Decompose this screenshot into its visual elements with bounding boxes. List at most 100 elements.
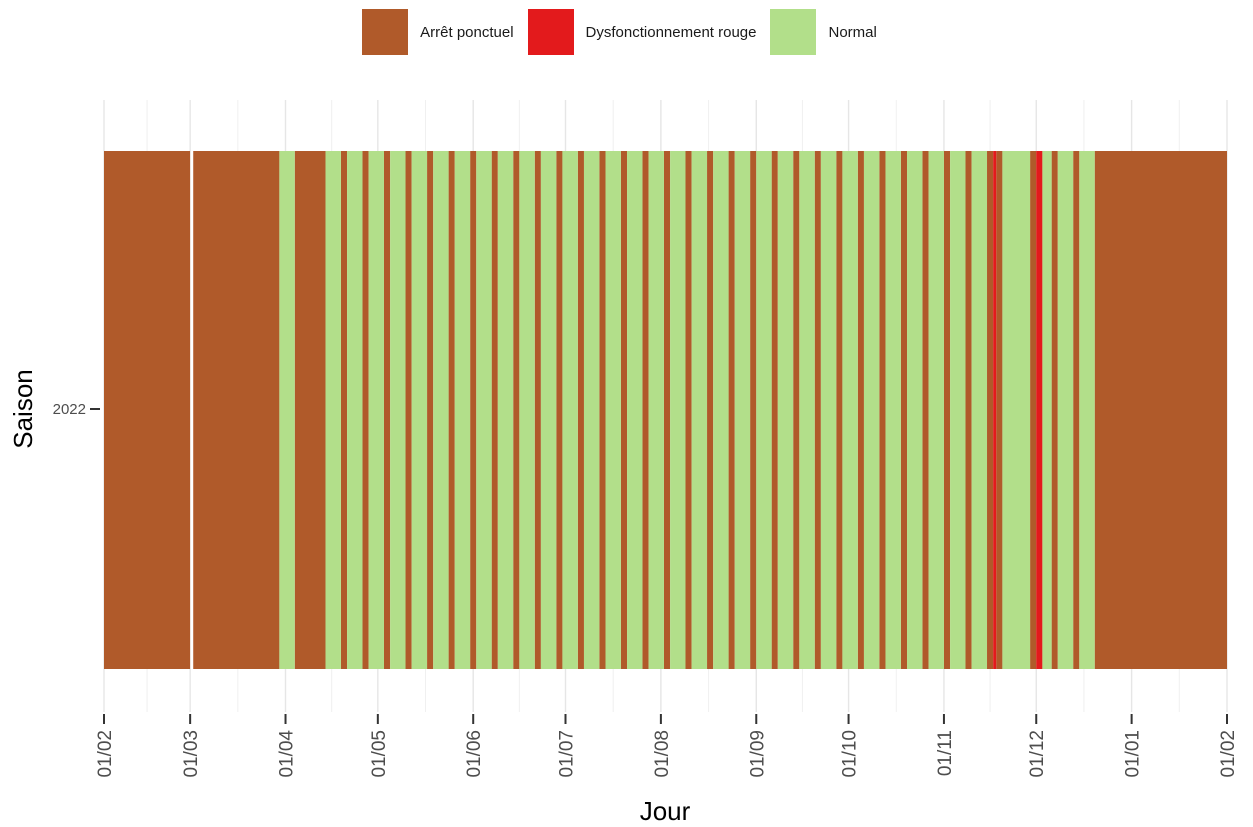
x-tick-label: 01/02 (1218, 730, 1239, 778)
timeline-segment (996, 151, 1003, 669)
timeline-bars (104, 151, 1227, 669)
timeline-segment (907, 151, 923, 669)
timeline-segment (670, 151, 686, 669)
timeline-segment (1036, 151, 1043, 669)
timeline-segment (620, 151, 628, 669)
timeline-segment (943, 151, 951, 669)
legend-key-dysfonctionnement (527, 9, 574, 55)
timeline-segment (814, 151, 821, 669)
timeline-segment (294, 151, 326, 669)
timeline-segment (879, 151, 886, 669)
timeline-segment (928, 151, 944, 669)
timeline-segment (642, 151, 649, 669)
x-axis-title: Jour (640, 796, 691, 826)
y-axis: 2022 (53, 401, 100, 418)
timeline-segment (583, 151, 600, 669)
timeline-segment (433, 151, 449, 669)
legend-key-arret (362, 9, 409, 55)
timeline-segment (390, 151, 406, 669)
timeline-segment (405, 151, 412, 669)
x-tick-label: 01/04 (277, 730, 298, 778)
legend-item-arret: Arrêt ponctuel (362, 9, 527, 55)
x-tick-label: 01/01 (1123, 730, 1144, 778)
timeline-segment (1030, 151, 1037, 669)
x-tick-label: 01/10 (840, 730, 861, 778)
timeline-segment (1002, 151, 1031, 669)
x-tick-label: 01/06 (464, 730, 485, 778)
timeline-segment (1079, 151, 1095, 669)
timeline-segment (556, 151, 563, 669)
timeline-segment (713, 151, 729, 669)
timeline-segment (857, 151, 864, 669)
legend: Arrêt ponctuel Dysfonctionnement rouge N… (0, 8, 1253, 56)
legend-label-arret: Arrêt ponctuel (420, 23, 514, 41)
timeline-segment (885, 151, 901, 669)
timeline-segment (685, 151, 692, 669)
x-tick-label: 01/02 (95, 730, 116, 778)
timeline-segment (965, 151, 972, 669)
timeline-segment (771, 151, 778, 669)
timeline-segment (325, 151, 341, 669)
x-tick-label: 01/05 (369, 730, 390, 778)
timeline-segment (427, 151, 434, 669)
timeline-segment (104, 151, 191, 669)
timeline-segment (1051, 151, 1058, 669)
timeline-segment (987, 151, 994, 669)
timeline-segment (842, 151, 858, 669)
timeline-segment (497, 151, 514, 669)
timeline-segment (383, 151, 391, 669)
timeline-segment (193, 151, 280, 669)
timeline-segment (368, 151, 384, 669)
timeline-segment (993, 151, 997, 669)
y-axis-title: Saison (8, 369, 38, 449)
timeline-segment (340, 151, 348, 669)
timeline-segment (1042, 151, 1052, 669)
timeline-segment (777, 151, 794, 669)
timeline-segment (470, 151, 477, 669)
timeline-segment (663, 151, 671, 669)
timeline-segment (863, 151, 880, 669)
timeline-segment (799, 151, 815, 669)
timeline-segment (562, 151, 578, 669)
timeline-segment (362, 151, 369, 669)
timeline-segment (605, 151, 621, 669)
x-tick-label: 01/11 (935, 730, 956, 776)
timeline-segment (411, 151, 428, 669)
timeline-segment (648, 151, 664, 669)
legend-key-normal (770, 9, 817, 55)
timeline-segment (1057, 151, 1074, 669)
timeline-segment (577, 151, 584, 669)
timeline-segment (491, 151, 498, 669)
x-tick-label: 01/09 (747, 730, 768, 778)
timeline-segment (691, 151, 708, 669)
timeline-segment (728, 151, 735, 669)
timeline-segment (971, 151, 988, 669)
timeline-segment (513, 151, 520, 669)
legend-item-normal: Normal (770, 9, 890, 55)
timeline-segment (448, 151, 455, 669)
timeline-segment (279, 151, 295, 669)
timeline-segment (756, 151, 772, 669)
timeline-segment (519, 151, 535, 669)
timeline-segment (793, 151, 800, 669)
timeline-segment (900, 151, 908, 669)
x-tick-label: 01/07 (557, 730, 578, 778)
y-tick-label: 2022 (53, 401, 86, 418)
timeline-segment (534, 151, 541, 669)
legend-label-dysfonctionnement: Dysfonctionnement rouge (585, 23, 757, 41)
timeline-segment (922, 151, 929, 669)
timeline-segment (1073, 151, 1080, 669)
timeline-segment (627, 151, 643, 669)
timeline-segment (750, 151, 757, 669)
timeline-segment (540, 151, 557, 669)
timeline-segment (707, 151, 714, 669)
x-tick-label: 01/03 (181, 730, 202, 778)
timeline-segment (836, 151, 843, 669)
timeline-segment (454, 151, 471, 669)
timeline-segment (1094, 151, 1227, 669)
timeline-segment (599, 151, 606, 669)
timeline-segment (950, 151, 966, 669)
x-tick-label: 01/12 (1027, 730, 1048, 778)
timeline-segment (820, 151, 837, 669)
